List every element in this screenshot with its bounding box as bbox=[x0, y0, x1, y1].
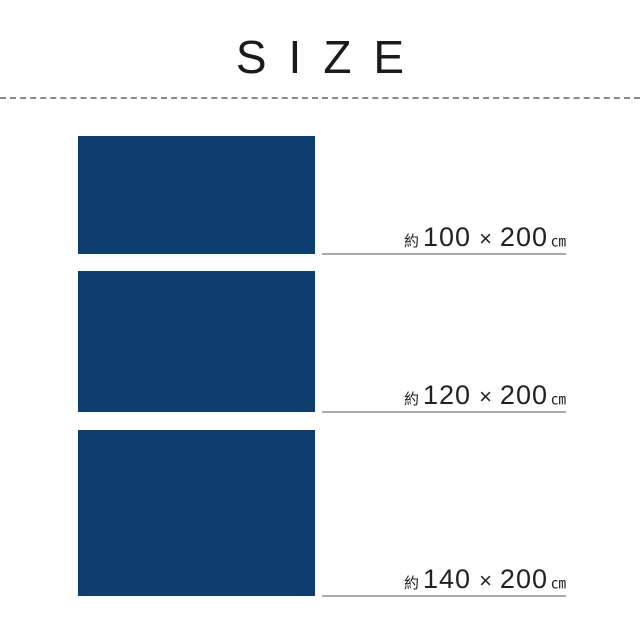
approx-prefix: 約 bbox=[403, 575, 419, 592]
width-value: 140 bbox=[423, 564, 472, 594]
times-sign: × bbox=[479, 226, 492, 251]
approx-prefix: 約 bbox=[403, 233, 419, 250]
size-rect-1 bbox=[78, 136, 315, 254]
width-value: 120 bbox=[423, 380, 472, 410]
times-sign: × bbox=[479, 384, 492, 409]
unit: ㎝ bbox=[550, 391, 566, 408]
approx-prefix: 約 bbox=[403, 391, 419, 408]
height-value: 200 bbox=[499, 222, 548, 252]
size-label-2: 約 120 × 200 ㎝ bbox=[322, 380, 566, 413]
size-rect-2 bbox=[78, 271, 315, 412]
dashed-divider bbox=[0, 97, 640, 99]
unit: ㎝ bbox=[550, 575, 566, 592]
height-value: 200 bbox=[499, 564, 548, 594]
times-sign: × bbox=[479, 568, 492, 593]
size-label-3: 約 140 × 200 ㎝ bbox=[322, 564, 566, 597]
width-value: 100 bbox=[423, 222, 472, 252]
height-value: 200 bbox=[499, 380, 548, 410]
unit: ㎝ bbox=[550, 233, 566, 250]
size-label-1: 約 100 × 200 ㎝ bbox=[322, 222, 566, 255]
page-title: SIZE bbox=[235, 31, 427, 83]
size-rect-3 bbox=[78, 430, 315, 596]
